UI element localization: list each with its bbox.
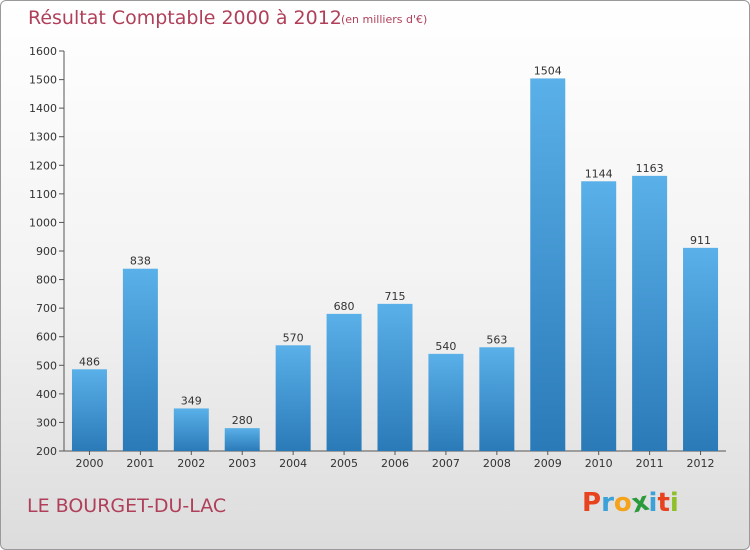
x-tick-label: 2012 [687, 457, 715, 470]
logo-letter: i [648, 488, 658, 518]
bar [173, 408, 209, 451]
logo-letter: P [582, 488, 602, 518]
y-tick-label: 600 [36, 331, 57, 344]
bar [428, 353, 464, 451]
y-tick-label: 900 [36, 245, 57, 258]
data-label: 570 [283, 331, 304, 344]
y-tick-label: 1600 [29, 45, 57, 58]
x-tick-label: 2006 [381, 457, 409, 470]
y-tick-label: 1300 [29, 131, 57, 144]
x-tick-label: 2000 [75, 457, 103, 470]
y-tick-label: 1500 [29, 74, 57, 87]
bar-chart: 200 300 400 500 600 700 800 900 1000 1100 1200 1300… [29, 45, 726, 470]
bar [122, 268, 158, 451]
data-label: 838 [130, 255, 151, 268]
y-tick-label: 700 [36, 302, 57, 315]
x-tick-label: 2009 [534, 457, 562, 470]
bar [326, 313, 362, 451]
bar [377, 303, 413, 451]
y-tick-label: 1000 [29, 216, 57, 229]
x-tick-label: 2007 [432, 457, 460, 470]
chart-title: Résultat Comptable 2000 à 2012 [28, 7, 342, 29]
proxiti-logo: Proxiti [582, 487, 679, 520]
place-name: LE BOURGET-DU-LAC [27, 495, 227, 517]
logo-letter: t [657, 488, 670, 518]
y-tick-label: 800 [36, 274, 57, 287]
data-label: 486 [79, 355, 100, 368]
bar [224, 428, 260, 451]
data-label: 280 [232, 414, 253, 427]
y-tick-label: 200 [36, 445, 57, 458]
y-tick-label: 400 [36, 388, 57, 401]
data-label: 540 [435, 340, 456, 353]
x-tick-label: 2003 [228, 457, 256, 470]
x-tick-label: 2005 [330, 457, 358, 470]
bar [479, 347, 515, 451]
y-tick-label: 1200 [29, 159, 57, 172]
logo-letter: i [669, 488, 679, 518]
x-tick-label: 2011 [636, 457, 664, 470]
y-tick-label: 300 [36, 416, 57, 429]
x-tick-label: 2002 [177, 457, 205, 470]
data-label: 680 [334, 300, 355, 313]
bar [530, 78, 566, 451]
y-tick-label: 1400 [29, 102, 57, 115]
x-tick-label: 2004 [279, 457, 307, 470]
bar [683, 247, 719, 451]
data-label: 715 [385, 290, 406, 303]
data-label: 349 [181, 394, 202, 407]
bar [71, 369, 107, 451]
x-tick-label: 2001 [126, 457, 154, 470]
y-tick-label: 1100 [29, 188, 57, 201]
data-label: 911 [690, 234, 711, 247]
logo-letter: r [601, 488, 614, 518]
data-label: 1144 [585, 167, 613, 180]
bar [581, 181, 617, 452]
data-label: 563 [486, 333, 507, 346]
x-tick-label: 2010 [585, 457, 613, 470]
data-label: 1504 [534, 64, 562, 77]
logo-letter: o [613, 488, 632, 518]
chart-subtitle: (en milliers d'€) [341, 13, 428, 26]
bar [275, 345, 311, 451]
bar [632, 175, 668, 451]
x-tick-label: 2008 [483, 457, 511, 470]
data-label: 1163 [636, 162, 664, 175]
y-tick-label: 500 [36, 359, 57, 372]
